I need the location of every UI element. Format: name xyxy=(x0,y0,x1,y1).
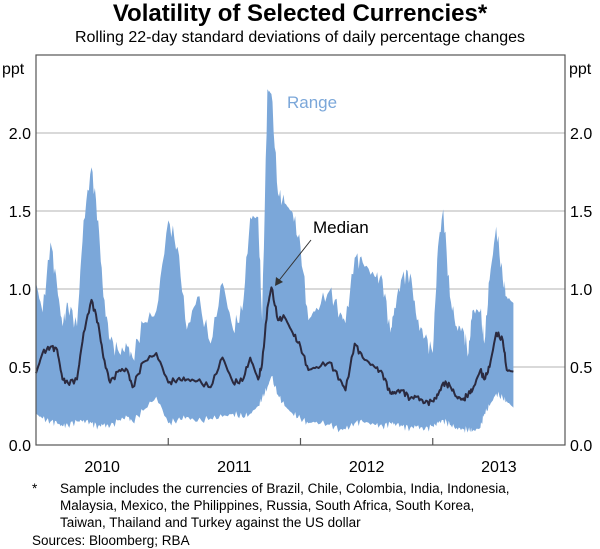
y-tick-label-left: 0.0 xyxy=(9,438,31,455)
range-annotation: Range xyxy=(287,93,337,112)
footnote-line: Malaysia, Mexico, the Philippines, Russi… xyxy=(60,498,475,513)
y-tick-label-left: 1.5 xyxy=(9,204,31,221)
y-tick-label-right: 2.0 xyxy=(570,126,592,143)
x-tick-label: 2012 xyxy=(349,459,385,476)
x-axis: 2010 2011 2012 2013 xyxy=(84,438,517,476)
x-tick-label: 2011 xyxy=(217,459,252,476)
footnote-line: Sample includes the currencies of Brazil… xyxy=(60,481,510,496)
x-tick-label: 2010 xyxy=(84,459,120,476)
chart-subtitle: Rolling 22-day standard deviations of da… xyxy=(74,29,526,46)
y-tick-label-right: 0.0 xyxy=(570,438,592,455)
y-axis-label-left: ppt xyxy=(2,61,25,78)
median-arrow-line xyxy=(276,239,312,284)
footnote-line: Taiwan, Thailand and Turkey against the … xyxy=(60,515,361,530)
footnote-marker: * xyxy=(32,481,38,496)
y-tick-label-left: 2.0 xyxy=(9,126,31,143)
y-tick-label-right: 1.5 xyxy=(570,204,592,221)
y-axis: 0.0 0.0 0.5 0.5 1.0 1.0 1.5 1.5 2.0 2.0 xyxy=(9,126,593,455)
sources: Sources: Bloomberg; RBA xyxy=(32,533,190,548)
chart-title: Volatility of Selected Currencies* xyxy=(112,0,488,27)
range-area xyxy=(36,89,514,433)
x-tick-label: 2013 xyxy=(481,459,517,476)
median-annotation: Median xyxy=(313,218,369,237)
median-arrow-head xyxy=(275,277,283,286)
median-line xyxy=(35,286,514,407)
y-tick-label-left: 0.5 xyxy=(9,360,31,377)
y-tick-label-left: 1.0 xyxy=(9,282,31,299)
y-tick-label-right: 1.0 xyxy=(570,282,592,299)
y-axis-label-right: ppt xyxy=(569,61,592,78)
y-tick-label-right: 0.5 xyxy=(570,360,592,377)
